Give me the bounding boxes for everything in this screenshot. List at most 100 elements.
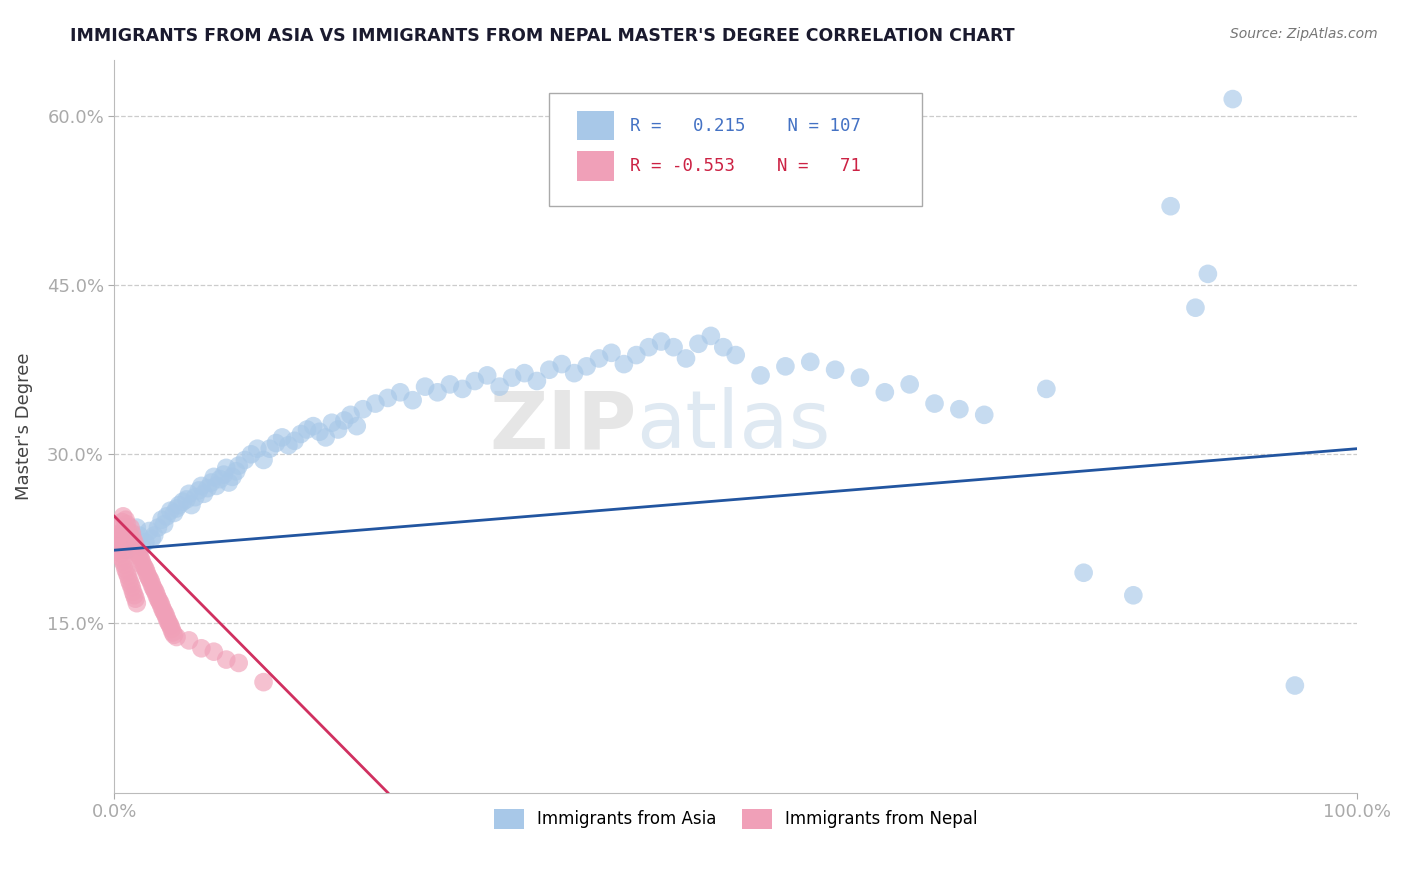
- Point: [166, 630, 188, 644]
- Point: [117, 524, 139, 538]
- Point: [346, 419, 368, 434]
- Point: [176, 492, 198, 507]
- Point: [157, 616, 180, 631]
- Point: [124, 591, 146, 606]
- Point: [352, 402, 374, 417]
- Point: [105, 532, 128, 546]
- Point: [775, 359, 797, 374]
- Text: ZIP: ZIP: [489, 387, 637, 465]
- Point: [377, 391, 399, 405]
- Legend: Immigrants from Asia, Immigrants from Nepal: Immigrants from Asia, Immigrants from Ne…: [488, 802, 984, 836]
- Point: [112, 554, 135, 568]
- Point: [115, 566, 138, 580]
- Point: [145, 588, 167, 602]
- Point: [637, 340, 659, 354]
- Point: [451, 382, 474, 396]
- Point: [1197, 267, 1219, 281]
- Point: [1122, 588, 1144, 602]
- Point: [252, 453, 274, 467]
- Point: [124, 540, 146, 554]
- Point: [284, 434, 307, 448]
- Point: [160, 622, 183, 636]
- Point: [389, 385, 412, 400]
- Point: [973, 408, 995, 422]
- Point: [439, 377, 461, 392]
- Point: [205, 479, 228, 493]
- Point: [139, 574, 162, 588]
- Point: [145, 585, 167, 599]
- Point: [136, 569, 159, 583]
- Point: [118, 532, 141, 546]
- Point: [228, 656, 250, 670]
- Point: [513, 366, 536, 380]
- Point: [110, 526, 132, 541]
- Point: [156, 509, 179, 524]
- Point: [197, 481, 219, 495]
- Text: atlas: atlas: [637, 387, 831, 465]
- Point: [711, 340, 734, 354]
- Point: [562, 366, 585, 380]
- Point: [924, 396, 946, 410]
- Point: [121, 526, 143, 541]
- Point: [948, 402, 970, 417]
- Text: Source: ZipAtlas.com: Source: ZipAtlas.com: [1230, 27, 1378, 41]
- Text: R =   0.215    N = 107: R = 0.215 N = 107: [630, 117, 860, 135]
- Point: [152, 603, 174, 617]
- Point: [333, 413, 356, 427]
- Point: [148, 594, 170, 608]
- Point: [105, 535, 128, 549]
- Point: [146, 521, 169, 535]
- Point: [259, 442, 281, 456]
- Point: [688, 336, 710, 351]
- Point: [1284, 679, 1306, 693]
- Point: [724, 348, 747, 362]
- Point: [114, 513, 136, 527]
- Y-axis label: Master's Degree: Master's Degree: [15, 352, 32, 500]
- Point: [190, 641, 212, 656]
- Point: [127, 547, 149, 561]
- Point: [117, 569, 139, 583]
- Point: [221, 470, 243, 484]
- Point: [315, 430, 337, 444]
- Point: [202, 470, 225, 484]
- Point: [575, 359, 598, 374]
- Point: [501, 370, 523, 384]
- Point: [321, 416, 343, 430]
- Point: [111, 515, 134, 529]
- Point: [626, 348, 648, 362]
- Point: [650, 334, 672, 349]
- Point: [131, 554, 153, 568]
- Point: [215, 652, 238, 666]
- Point: [159, 504, 181, 518]
- Point: [108, 521, 131, 535]
- Point: [233, 453, 256, 467]
- Point: [295, 423, 318, 437]
- Point: [150, 513, 173, 527]
- Point: [156, 614, 179, 628]
- Point: [364, 396, 387, 410]
- Point: [134, 560, 156, 574]
- Point: [125, 521, 148, 535]
- Point: [662, 340, 685, 354]
- Point: [426, 385, 449, 400]
- Point: [600, 346, 623, 360]
- Point: [125, 596, 148, 610]
- Point: [118, 528, 141, 542]
- Point: [613, 357, 636, 371]
- Point: [142, 581, 165, 595]
- Point: [115, 543, 138, 558]
- Point: [118, 574, 141, 588]
- Point: [120, 521, 142, 535]
- Point: [166, 501, 188, 516]
- Point: [477, 368, 499, 383]
- Point: [193, 487, 215, 501]
- Point: [121, 581, 143, 595]
- Point: [308, 425, 330, 439]
- Point: [824, 363, 846, 377]
- Point: [129, 551, 152, 566]
- Point: [122, 537, 145, 551]
- Point: [110, 547, 132, 561]
- Point: [1073, 566, 1095, 580]
- Point: [215, 461, 238, 475]
- Text: R = -0.553    N =   71: R = -0.553 N = 71: [630, 157, 860, 175]
